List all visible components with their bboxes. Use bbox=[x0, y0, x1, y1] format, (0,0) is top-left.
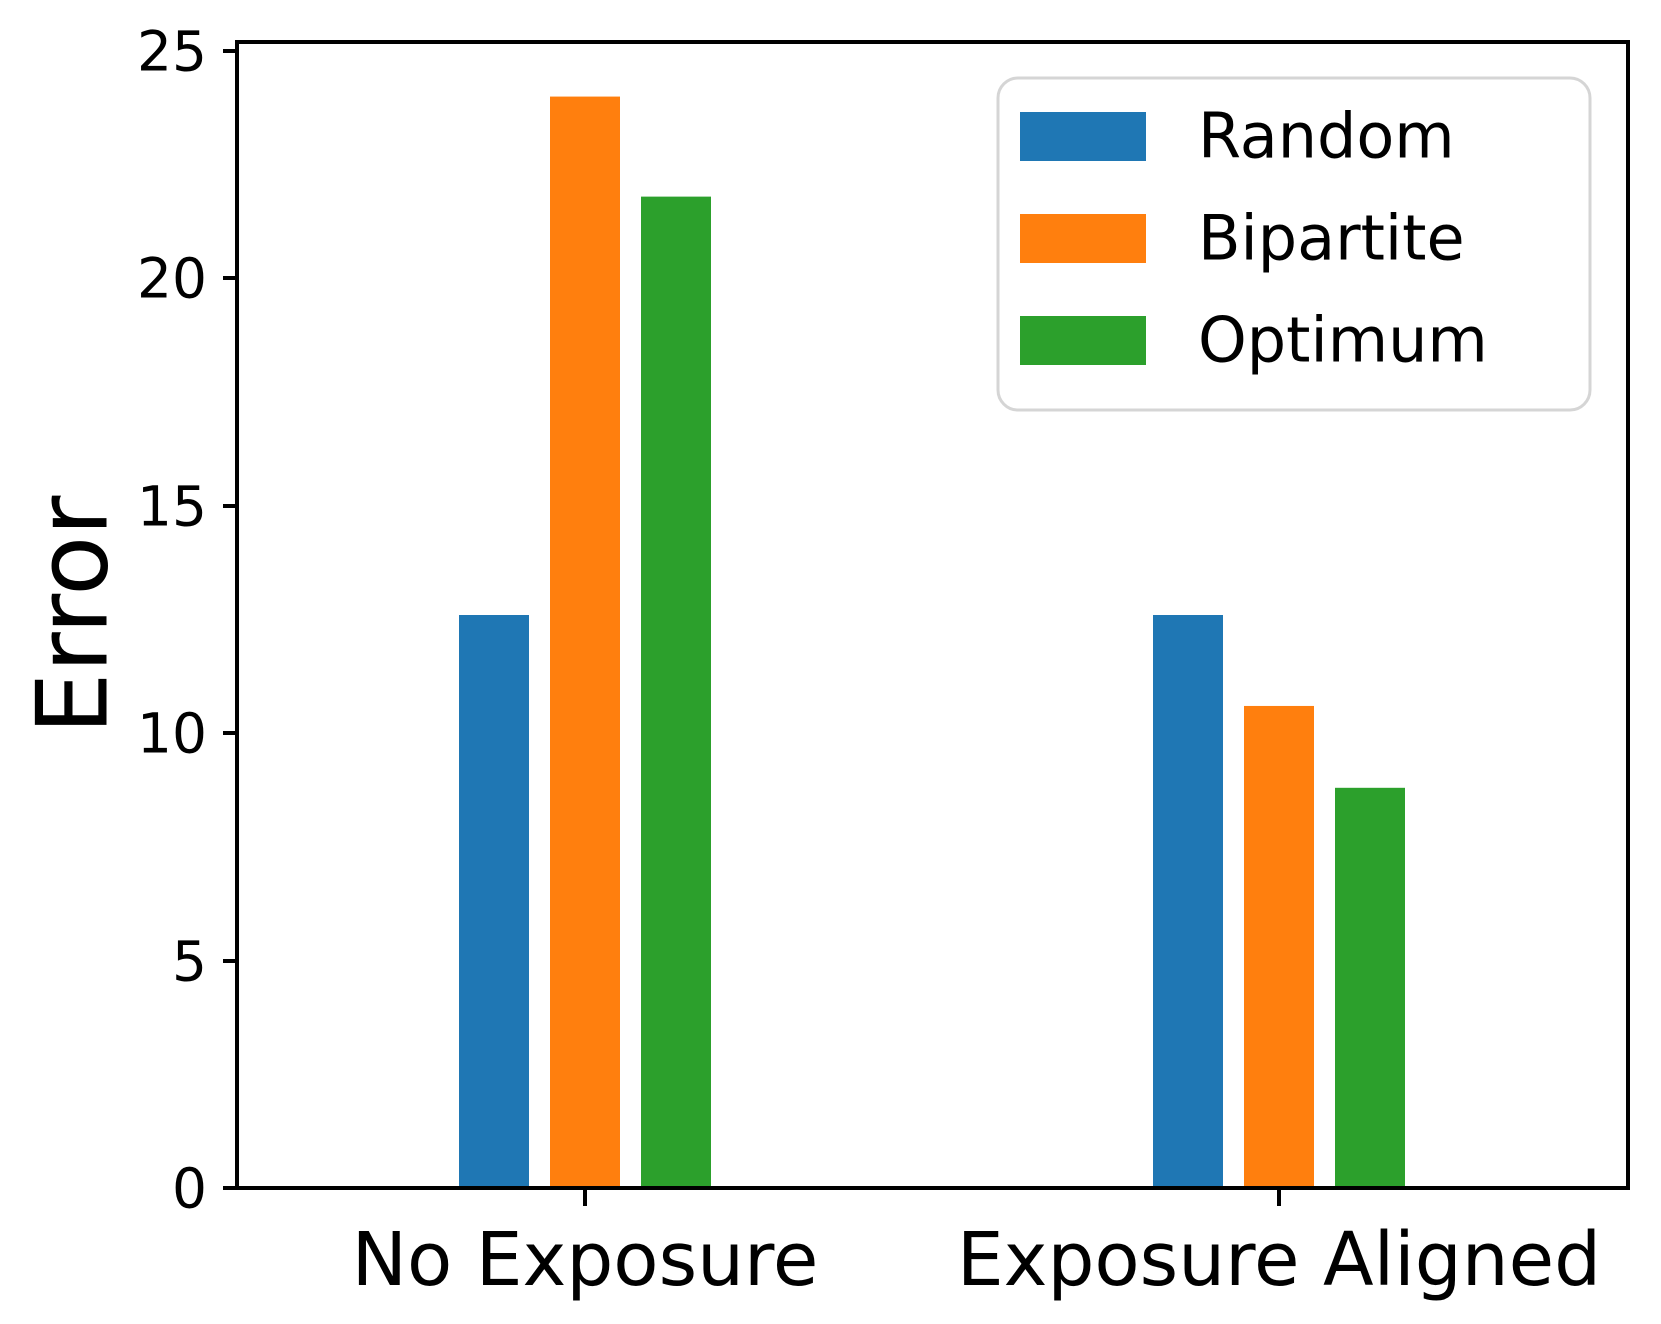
bar-bipartite-exposure-aligned bbox=[1244, 705, 1314, 1188]
bars-layer bbox=[459, 96, 1405, 1189]
plot-border bbox=[235, 40, 1630, 1190]
legend-label-bipartite: Bipartite bbox=[1198, 202, 1465, 275]
legend-swatch-bipartite bbox=[1020, 214, 1146, 263]
x-tick-label-no-exposure: No Exposure bbox=[352, 1217, 819, 1303]
legend-label-random: Random bbox=[1198, 100, 1455, 173]
y-tick-label: 20 bbox=[137, 246, 207, 310]
y-axis-ticks bbox=[223, 49, 237, 1190]
y-tick-label: 5 bbox=[172, 929, 207, 993]
x-axis-tick-labels: No Exposure Exposure Aligned bbox=[352, 1217, 1601, 1303]
y-tick-label: 25 bbox=[137, 19, 207, 83]
y-tick-label: 0 bbox=[172, 1156, 207, 1220]
y-axis-tick-labels: 0 5 10 15 20 25 bbox=[137, 19, 207, 1220]
x-axis-ticks bbox=[583, 1188, 1281, 1206]
bar-random-no-exposure bbox=[459, 615, 529, 1188]
bar-optimum-no-exposure bbox=[641, 196, 711, 1189]
bar-optimum-exposure-aligned bbox=[1335, 787, 1405, 1188]
legend-swatch-optimum bbox=[1020, 316, 1146, 365]
legend-label-optimum: Optimum bbox=[1198, 304, 1488, 377]
x-tick-label-exposure-aligned: Exposure Aligned bbox=[957, 1217, 1601, 1303]
legend: Random Bipartite Optimum bbox=[996, 76, 1592, 412]
y-tick-label: 15 bbox=[137, 474, 207, 538]
y-axis-label: Error bbox=[16, 495, 130, 735]
legend-swatch-random bbox=[1020, 112, 1146, 161]
bar-bipartite-no-exposure bbox=[550, 96, 620, 1189]
y-tick-label: 10 bbox=[137, 701, 207, 765]
bar-random-exposure-aligned bbox=[1153, 615, 1223, 1188]
